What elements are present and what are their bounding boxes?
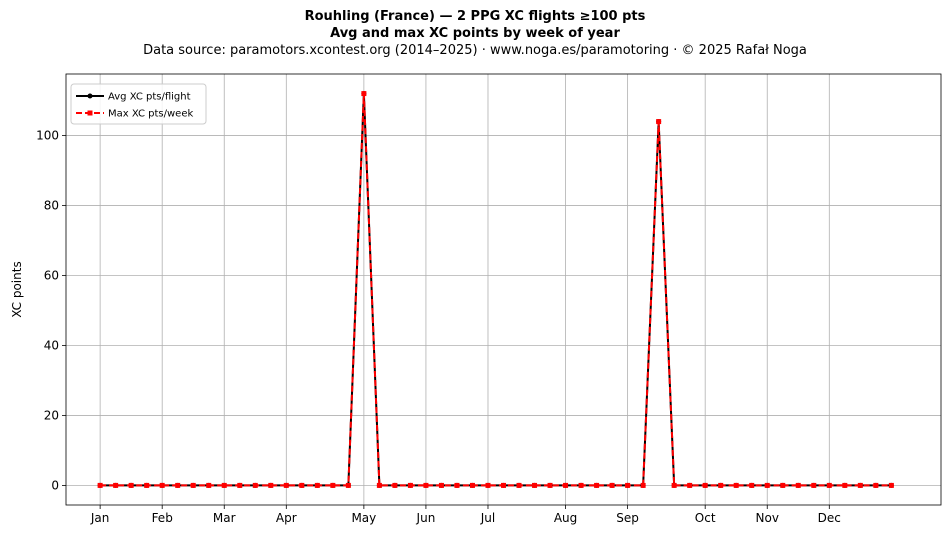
data-point-marker [469,482,475,488]
data-point-marker [438,482,444,488]
data-point-marker [252,482,258,488]
data-point-marker [532,482,538,488]
y-axis-label: XC points [10,261,24,317]
data-point-marker [113,482,119,488]
x-tick-label: Nov [756,511,779,525]
data-point-marker [175,482,181,488]
data-source-note: Data source: paramotors.xcontest.org (20… [143,43,807,58]
data-point-marker [609,482,615,488]
data-point-marker [625,482,631,488]
data-point-marker [516,482,522,488]
y-tick-label: 100 [36,129,59,143]
data-point-marker [594,482,600,488]
legend-marker [87,93,93,99]
data-point-marker [826,482,832,488]
chart-subtitle: Avg and max XC points by week of year [330,26,620,41]
data-series [97,91,894,488]
data-point-marker [407,482,413,488]
data-point-marker [392,482,398,488]
axes: Jan Feb Mar Apr May Jun Jul Aug Sep Oct Nov Dec 0 20 4… [10,73,942,525]
x-tick-label: May [351,511,376,525]
data-point-marker [159,482,165,488]
data-point-marker [376,482,382,488]
y-tick-label: 20 [44,408,59,422]
x-tick-label: Feb [152,511,173,525]
data-point-marker [733,482,739,488]
data-point-marker [656,119,662,125]
data-point-marker [857,482,863,488]
y-tick-label: 60 [44,269,59,283]
data-point-marker [811,482,817,488]
data-point-marker [206,482,212,488]
x-tick-label: Jun [416,511,436,525]
data-point-marker [764,482,770,488]
data-point-marker [718,482,724,488]
data-point-marker [97,482,103,488]
x-tick-label: Jul [480,511,495,525]
data-point-marker [563,482,569,488]
data-point-marker [888,482,894,488]
data-point-marker [687,482,693,488]
data-point-marker [299,482,305,488]
data-point-marker [749,482,755,488]
data-point-marker [423,482,429,488]
x-tick-label: Mar [213,511,236,525]
data-point-marker [314,482,320,488]
data-point-marker [485,482,491,488]
data-point-marker [268,482,274,488]
data-point-marker [454,482,460,488]
plot-frame [65,73,942,506]
data-point-marker [221,482,227,488]
data-point-marker [128,482,134,488]
data-point-marker [237,482,243,488]
legend-marker [87,110,93,116]
grid-lines [66,74,941,505]
series-line-2 [100,92,892,487]
legend: Avg XC pts/flight Max XC pts/week [70,83,207,125]
data-point-marker [190,482,196,488]
series-line-1 [100,92,892,487]
x-tick-label: Jan [90,511,110,525]
legend-label: Avg XC pts/flight [108,92,191,103]
chart-header: Rouhling (France) — 2 PPG XC flights ≥10… [0,8,950,60]
data-point-marker [873,482,879,488]
data-point-marker [578,482,584,488]
x-tick-label: Sep [616,511,639,525]
data-point-marker [547,482,553,488]
x-tick-label: Dec [818,511,841,525]
y-tick-label: 40 [44,338,59,352]
y-tick-label: 80 [44,199,59,213]
data-point-marker [283,482,289,488]
x-tick-label: Apr [276,511,297,525]
data-point-marker [702,482,708,488]
data-point-marker [640,482,646,488]
data-point-marker [795,482,801,488]
data-point-marker [345,482,351,488]
legend-box [70,83,207,125]
legend-label: Max XC pts/week [108,109,193,120]
data-point-marker [330,482,336,488]
data-point-marker [144,482,150,488]
y-tick-label: 0 [51,478,59,492]
chart-title: Rouhling (France) — 2 PPG XC flights ≥10… [304,9,646,24]
data-point-marker [842,482,848,488]
data-point-marker [780,482,786,488]
data-point-marker [501,482,506,488]
data-point-marker [671,482,677,488]
x-tick-label: Aug [554,511,577,525]
data-point-marker [361,91,367,97]
x-tick-label: Oct [695,511,716,525]
